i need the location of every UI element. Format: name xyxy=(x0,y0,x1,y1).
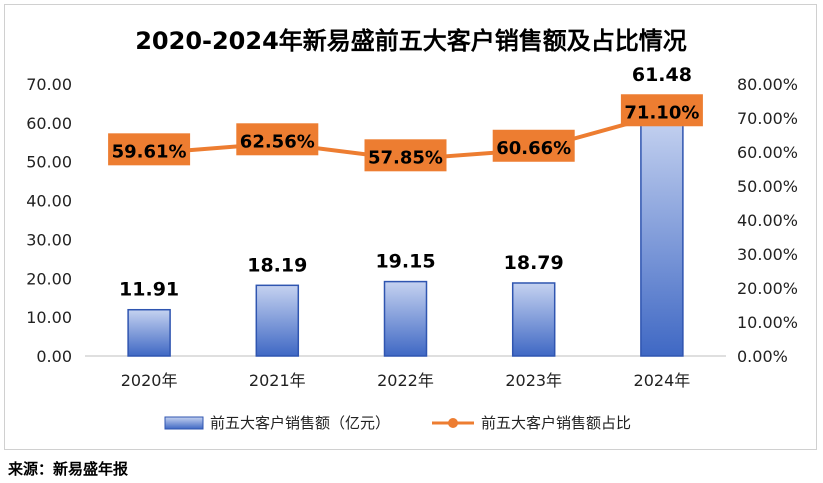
x-tick-label: 2023年 xyxy=(505,371,562,390)
y-left-tick-label: 0.00 xyxy=(36,347,72,366)
legend-line-marker xyxy=(448,418,458,428)
legend-line-label: 前五大客户销售额占比 xyxy=(481,414,631,432)
y-right-tick-label: 70.00% xyxy=(737,109,798,128)
bar-data-label: 61.48 xyxy=(632,64,692,86)
y-left-tick-label: 60.00 xyxy=(26,114,72,133)
y-right-tick-label: 40.00% xyxy=(737,211,798,230)
bar-data-label: 18.79 xyxy=(504,252,564,274)
bar xyxy=(640,116,684,357)
y-left-tick-label: 20.00 xyxy=(26,269,72,288)
line-data-label: 57.85% xyxy=(368,147,443,168)
bar xyxy=(383,280,428,357)
y-right-tick-label: 50.00% xyxy=(737,177,798,196)
line-data-label: 59.61% xyxy=(112,141,187,162)
line-label-box xyxy=(620,94,703,127)
chart-title: 2020-2024年新易盛前五大客户销售额及占比情况 xyxy=(135,27,687,55)
legend-bar-swatch xyxy=(164,416,204,430)
y-right-tick-label: 60.00% xyxy=(737,143,798,162)
y-left-tick-label: 70.00 xyxy=(26,75,72,94)
source-note: 来源：新易盛年报 xyxy=(8,460,129,478)
legend-bar-label: 前五大客户销售额（亿元） xyxy=(210,414,390,432)
line-label-box xyxy=(236,123,319,156)
line-data-label: 62.56% xyxy=(240,131,315,152)
x-tick-label: 2022年 xyxy=(377,371,434,390)
bar-data-label: 19.15 xyxy=(375,251,435,273)
y-left-tick-label: 10.00 xyxy=(26,308,72,327)
y-left-tick-label: 40.00 xyxy=(26,192,72,211)
y-right-tick-label: 80.00% xyxy=(737,75,798,94)
line-data-label: 71.10% xyxy=(624,102,699,123)
y-right-tick-label: 10.00% xyxy=(737,313,798,332)
y-right-tick-label: 20.00% xyxy=(737,279,798,298)
y-right-tick-label: 0.00% xyxy=(737,347,788,366)
x-tick-label: 2021年 xyxy=(249,371,306,390)
bar xyxy=(511,282,556,357)
bar xyxy=(127,308,171,357)
legend: 前五大客户销售额（亿元） 前五大客户销售额占比 xyxy=(164,414,631,432)
y-right-tick-label: 30.00% xyxy=(737,245,798,264)
bar-data-label: 18.19 xyxy=(247,254,307,276)
x-tick-label: 2020年 xyxy=(121,371,178,390)
x-tick-label: 2024年 xyxy=(634,371,691,390)
line-data-label: 60.66% xyxy=(496,138,571,159)
y-left-tick-label: 50.00 xyxy=(26,153,72,172)
line-label-box xyxy=(108,133,191,166)
bar-data-label: 11.91 xyxy=(119,279,179,301)
line-label-box xyxy=(364,139,447,172)
axes: 0.00 10.00 20.00 30.00 40.00 50.00 60.00 70.00 0… xyxy=(26,75,798,390)
bar xyxy=(255,284,300,357)
bar-series xyxy=(127,116,684,357)
data-labels: 11.91 18.19 19.15 18.79 61.48 59.61% 62.56% 57.… xyxy=(108,64,703,301)
y-left-tick-label: 30.00 xyxy=(26,230,72,249)
line-label-box xyxy=(492,129,575,162)
